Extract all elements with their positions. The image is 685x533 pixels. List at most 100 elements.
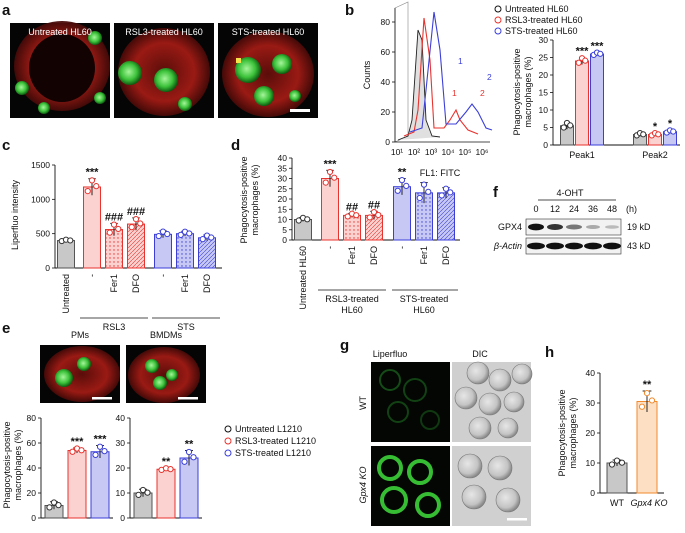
g-col-liperfluo: Liperfluo xyxy=(373,349,408,359)
blot-hour-36: 36 xyxy=(588,204,598,214)
d-point-0 xyxy=(295,217,302,224)
c-point-6 xyxy=(199,236,206,243)
d-bar-1 xyxy=(321,178,339,241)
blot-treatment-label: 4-OHT xyxy=(557,188,585,198)
e1-ylabel-1: Phagocytosis-positive xyxy=(2,421,12,508)
legend-e: Untreated L1210 RSL3-treated L1210 STS-t… xyxy=(224,424,316,458)
d-point-4 xyxy=(394,187,401,194)
h-bar-0 xyxy=(606,462,628,494)
c-point-4 xyxy=(155,232,162,240)
c-xtick-label: - xyxy=(87,274,97,277)
c-group-rsl3: RSL3 xyxy=(103,322,126,332)
e2-ytick-label: 10 xyxy=(116,488,126,498)
e2-point-2 xyxy=(190,454,197,461)
e2-ytick-label: 20 xyxy=(116,463,126,473)
d-point-3 xyxy=(370,209,378,216)
legend-e-sts: STS-treated L1210 xyxy=(235,448,311,458)
legend-b-untreated: Untreated HL60 xyxy=(505,4,569,14)
micrograph-wt-dic xyxy=(452,361,533,442)
micrograph-wt-liperfluo xyxy=(371,362,450,442)
d-point-4 xyxy=(398,177,406,184)
d-point-4 xyxy=(403,182,410,189)
d-point-5 xyxy=(425,188,432,195)
d-bar-6 xyxy=(437,192,455,241)
e1-sig-2: *** xyxy=(94,434,108,446)
b-point-0-0 xyxy=(567,122,574,129)
c-group-sts: STS xyxy=(177,322,195,332)
b-bar-0-1 xyxy=(575,60,589,146)
hist-ytick-label: 40 xyxy=(381,77,391,87)
micrograph-bmdms xyxy=(126,345,206,403)
h-sig-1: ** xyxy=(643,379,652,391)
c-ytick-label: 1500 xyxy=(31,160,50,170)
h-ytick-label: 20 xyxy=(586,428,596,438)
d-group-sts-2: HL60 xyxy=(413,305,435,315)
d-ytick-label: 10 xyxy=(278,215,288,225)
b-ylabel-1: Phagocytosis-positive xyxy=(512,48,522,135)
h-bar-1 xyxy=(636,401,658,494)
c-bar-0 xyxy=(57,240,75,269)
panel-letter-f: f xyxy=(493,184,499,201)
c-ytick-label: 500 xyxy=(36,229,50,239)
blot-hour-24: 24 xyxy=(569,204,579,214)
c-point-2 xyxy=(110,221,118,228)
legend-e-untreated: Untreated L1210 xyxy=(235,424,302,434)
c-point-1 xyxy=(93,183,100,190)
hist-xtick-label: 10⁴ xyxy=(441,147,454,157)
c-xtick-label: DFO xyxy=(131,274,141,293)
chart-e-bmdms: 0 10 20 30 40 ** ** xyxy=(116,413,202,523)
c-point-6 xyxy=(208,234,215,241)
d-point-2 xyxy=(353,212,360,219)
c-xtick-label: Fer1 xyxy=(180,274,190,293)
e2-sig-1: ** xyxy=(162,456,171,468)
e1-point-2 xyxy=(92,451,99,458)
chart-b: 0 5 10 15 20 25 30 Phagocytosis-positive macroph… xyxy=(512,35,680,160)
scale-bar xyxy=(290,109,310,112)
e-title-pms: PMs xyxy=(71,330,90,340)
h-point-0 xyxy=(618,459,626,466)
h-point-1 xyxy=(648,397,656,404)
untreated-histogram xyxy=(397,29,441,141)
e1-ytick-label: 60 xyxy=(27,438,37,448)
blot-hour-0: 0 xyxy=(533,204,538,214)
panel-letter-a: a xyxy=(2,2,11,19)
panel-letter-e: e xyxy=(2,320,10,337)
hist-ytick-label: 20 xyxy=(381,107,391,117)
panel-letter-h: h xyxy=(545,344,554,361)
c-point-4 xyxy=(164,230,171,238)
b-point-0-1 xyxy=(582,57,589,64)
h-xtick-label: Gpx4 KO xyxy=(630,498,667,508)
d-point-6 xyxy=(447,189,454,196)
c-point-0 xyxy=(67,237,74,244)
d-xtick-label: Untreated HL60 xyxy=(298,246,308,310)
d-sig-4: ** xyxy=(398,167,407,179)
c-point-1 xyxy=(88,177,96,184)
d-ytick-label: 15 xyxy=(278,204,288,214)
e1-point-2 xyxy=(96,443,104,450)
c-sig-2: ### xyxy=(105,211,123,223)
hist-xlabel: FL1: FITC xyxy=(420,168,461,178)
peak-mark-sts-2: 2 xyxy=(487,72,492,82)
panel-letter-g: g xyxy=(340,337,349,354)
e2-bar-1 xyxy=(156,468,176,519)
d-group-rsl3-2: HL60 xyxy=(341,305,363,315)
c-point-3 xyxy=(132,216,140,223)
d-point-1 xyxy=(326,168,334,176)
h-ytick-label: 10 xyxy=(586,458,596,468)
legend-b: Untreated HL60 RSL3-treated HL60 STS-tre… xyxy=(494,4,583,36)
c-point-3 xyxy=(128,224,135,231)
d-point-5 xyxy=(416,194,423,202)
c-sig-3: ### xyxy=(127,206,145,218)
b-ytick-label: 15 xyxy=(539,88,549,98)
h-point-0 xyxy=(613,457,621,464)
micrograph-gpx4ko-liperfluo xyxy=(371,446,450,526)
blot-size-43: 43 kD xyxy=(627,241,651,251)
blot-hour-48: 48 xyxy=(607,204,617,214)
e1-ytick-label: 0 xyxy=(31,513,36,523)
d-point-0 xyxy=(304,216,311,223)
b-point-0-2 xyxy=(597,50,604,57)
c-point-2 xyxy=(106,229,113,236)
e2-point-2 xyxy=(181,458,188,465)
g-row-wt: WT xyxy=(358,396,368,410)
